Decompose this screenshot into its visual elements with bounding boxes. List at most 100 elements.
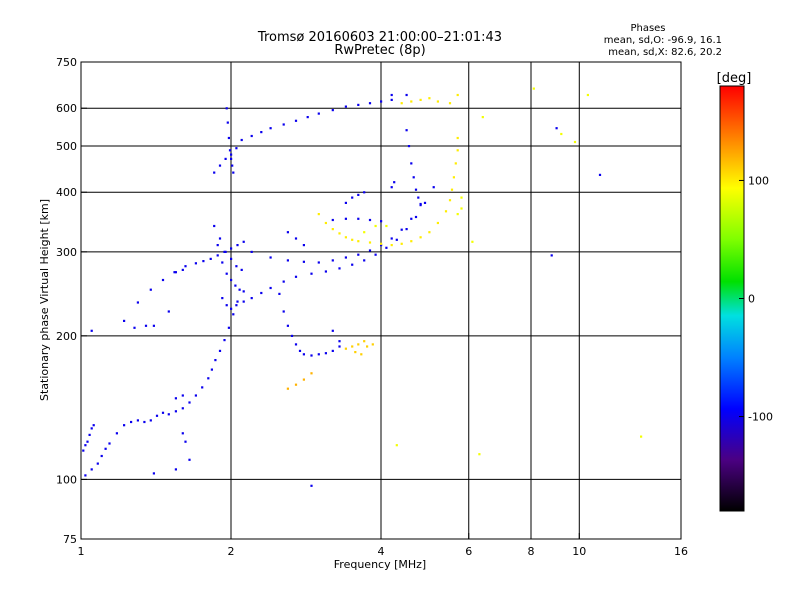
data-point xyxy=(174,397,177,400)
data-point xyxy=(331,259,334,262)
data-point xyxy=(454,162,457,165)
data-point xyxy=(194,394,197,397)
data-point xyxy=(235,304,238,307)
data-point xyxy=(104,447,107,450)
data-point xyxy=(344,236,347,239)
data-point xyxy=(586,93,589,97)
data-point xyxy=(390,244,393,247)
data-point xyxy=(368,218,372,222)
data-point xyxy=(302,260,305,263)
data-point xyxy=(230,247,233,250)
data-point xyxy=(225,304,228,307)
data-point xyxy=(410,240,413,243)
data-point xyxy=(96,462,99,465)
data-point xyxy=(390,186,393,189)
data-point xyxy=(407,145,411,148)
data-point xyxy=(324,270,327,273)
data-point xyxy=(225,107,228,110)
chart-subtitle: RwPretec (8p) xyxy=(334,43,425,58)
data-point xyxy=(100,454,103,458)
data-point xyxy=(351,345,354,348)
stats-heading: Phases xyxy=(630,23,665,34)
data-point xyxy=(238,288,241,291)
y-tick-label: 750 xyxy=(56,56,77,69)
data-point xyxy=(412,176,415,179)
data-point xyxy=(240,268,243,271)
data-point xyxy=(414,188,418,191)
data-point xyxy=(286,231,289,234)
data-point xyxy=(230,278,233,282)
x-tick-label: 10 xyxy=(572,545,586,558)
data-point xyxy=(269,127,272,130)
data-point xyxy=(136,301,139,304)
data-point xyxy=(324,352,327,355)
data-point xyxy=(298,349,302,352)
data-points xyxy=(82,87,643,487)
data-point xyxy=(250,250,253,253)
data-point xyxy=(385,224,388,228)
data-point xyxy=(230,153,233,156)
data-point xyxy=(310,372,313,375)
data-point xyxy=(344,201,347,204)
data-point xyxy=(278,292,281,295)
data-point xyxy=(436,221,439,225)
data-point xyxy=(224,157,227,160)
data-point xyxy=(232,313,235,316)
data-point xyxy=(82,449,85,452)
data-point xyxy=(188,458,191,461)
data-point xyxy=(374,253,377,256)
data-point xyxy=(532,87,535,90)
data-point xyxy=(448,199,452,202)
data-point xyxy=(405,93,408,97)
data-point xyxy=(400,228,403,231)
data-point xyxy=(410,217,413,220)
data-point xyxy=(144,324,148,327)
data-point xyxy=(181,394,184,397)
data-point xyxy=(115,432,118,435)
data-point xyxy=(390,98,393,101)
data-point xyxy=(354,351,357,354)
data-point xyxy=(213,224,216,228)
data-point xyxy=(331,109,334,112)
stats-line-x: mean, sd,X: 82.6, 20.2 xyxy=(608,47,722,58)
data-point xyxy=(228,149,232,152)
data-point xyxy=(417,196,420,199)
data-point xyxy=(181,432,184,435)
data-point xyxy=(385,246,388,249)
data-point xyxy=(310,484,313,487)
data-point xyxy=(235,265,238,268)
data-point xyxy=(149,419,152,422)
data-point xyxy=(351,196,354,199)
data-point xyxy=(471,240,474,243)
data-point xyxy=(123,424,126,427)
data-point xyxy=(174,410,177,413)
data-point xyxy=(410,100,413,103)
data-point xyxy=(310,272,313,275)
data-point xyxy=(130,420,133,424)
colorbar-ticks: 100 0 -100 xyxy=(739,174,773,424)
data-point xyxy=(436,100,439,103)
data-point xyxy=(230,257,233,260)
x-tick-label: 4 xyxy=(378,545,385,558)
data-point xyxy=(380,242,383,245)
data-point xyxy=(390,93,393,97)
data-point xyxy=(560,132,563,136)
data-point xyxy=(573,140,577,144)
data-point xyxy=(310,354,313,357)
data-point xyxy=(363,191,366,194)
data-point xyxy=(395,238,398,241)
data-point xyxy=(390,237,393,240)
x-tick-label: 6 xyxy=(465,545,472,558)
data-point xyxy=(366,345,369,348)
data-point xyxy=(173,271,176,274)
data-point xyxy=(331,218,334,222)
data-point xyxy=(84,474,87,477)
data-point xyxy=(221,261,224,264)
data-point xyxy=(405,129,408,132)
data-point xyxy=(250,297,253,300)
data-point xyxy=(460,196,463,199)
data-point xyxy=(357,343,360,346)
data-point xyxy=(331,329,334,332)
data-point xyxy=(207,377,210,380)
